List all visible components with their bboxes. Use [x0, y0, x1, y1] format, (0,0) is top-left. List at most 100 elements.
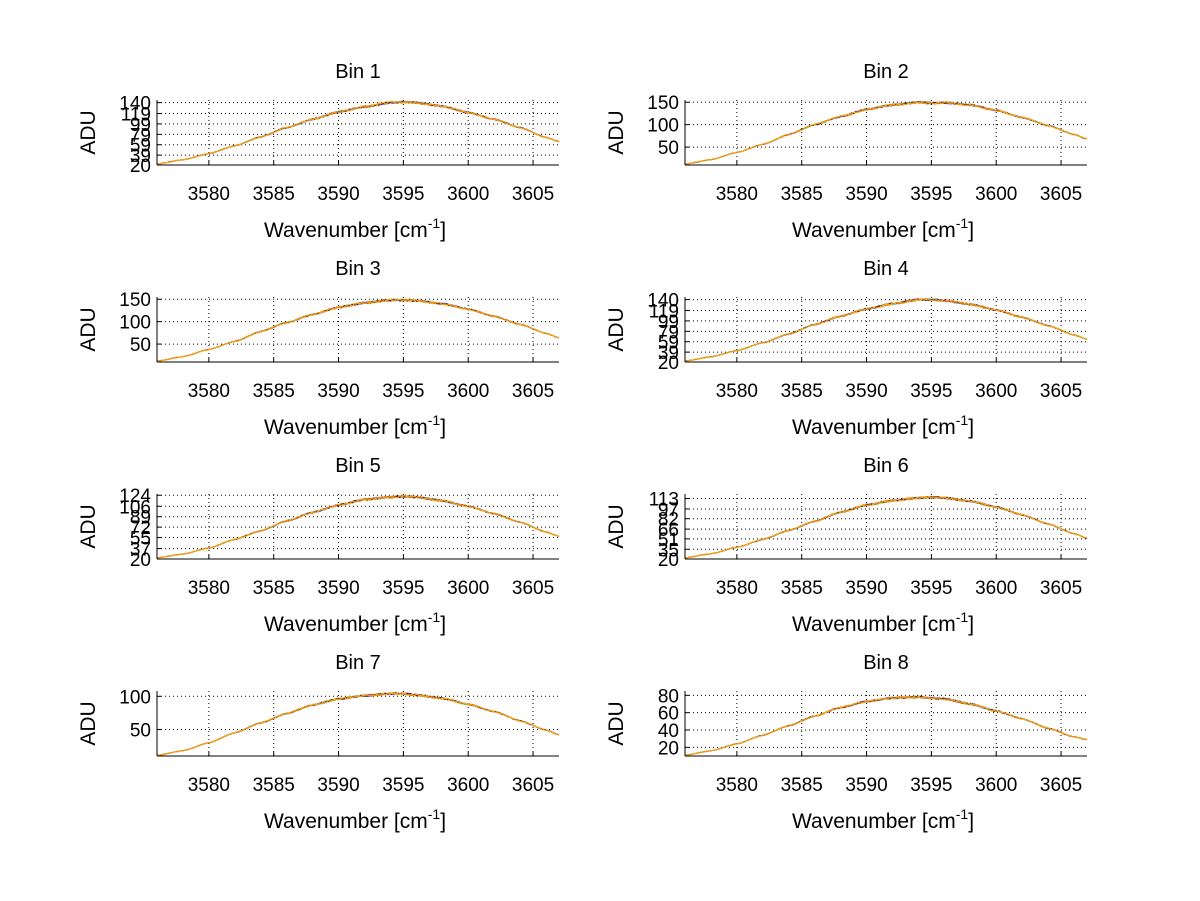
series-line-7	[684, 100, 1088, 165]
y-axis-label: ADU	[605, 307, 628, 351]
x-axis-label: Wavenumber [cm-1]	[792, 412, 974, 439]
x-tick-label: 3595	[382, 578, 424, 599]
x-tick-label: 3590	[845, 381, 887, 402]
series-line-7	[684, 495, 1088, 559]
y-tick-label: 79	[658, 322, 679, 343]
x-tick-label: 3605	[1040, 184, 1082, 205]
x-tick-label: 3605	[1040, 775, 1082, 796]
x-tick-label: 3600	[975, 775, 1017, 796]
y-tick-label: 89	[130, 508, 151, 529]
x-tick-label: 3590	[845, 775, 887, 796]
y-tick-label: 124	[119, 486, 151, 507]
y-tick-label: 140	[647, 291, 679, 312]
x-tick-label: 3580	[716, 775, 758, 796]
x-tick-label: 3585	[781, 184, 823, 205]
subplot-title: Bin 7	[335, 652, 381, 674]
y-tick-label: 66	[658, 520, 679, 541]
x-tick-label: 3605	[512, 381, 554, 402]
y-tick-label: 39	[130, 146, 151, 167]
x-tick-label: 3605	[512, 578, 554, 599]
x-tick-label: 3590	[317, 775, 359, 796]
y-tick-label: 50	[130, 720, 151, 741]
x-tick-label: 3595	[910, 381, 952, 402]
y-tick-label: 50	[658, 138, 679, 159]
y-tick-label: 35	[658, 540, 679, 561]
y-tick-label: 106	[119, 497, 151, 518]
y-tick-label: 79	[130, 125, 151, 146]
y-tick-label: 119	[649, 302, 679, 323]
y-tick-label: 59	[130, 136, 151, 157]
y-tick-label: 150	[647, 93, 679, 114]
subplot-title: Bin 4	[863, 258, 909, 280]
y-axis-label: ADU	[77, 701, 100, 745]
x-tick-label: 3585	[253, 578, 295, 599]
x-tick-label: 3605	[512, 184, 554, 205]
y-tick-label: 82	[658, 510, 679, 531]
x-tick-label: 3585	[781, 775, 823, 796]
x-tick-label: 3585	[253, 775, 295, 796]
x-tick-label: 3590	[845, 184, 887, 205]
x-axis-label: Wavenumber [cm-1]	[792, 609, 974, 636]
x-tick-label: 3590	[317, 184, 359, 205]
y-tick-label: 140	[119, 94, 151, 115]
y-tick-label: 113	[649, 490, 679, 511]
x-tick-label: 3600	[447, 184, 489, 205]
x-tick-label: 3590	[317, 381, 359, 402]
x-tick-label: 3600	[975, 578, 1017, 599]
y-axis-label: ADU	[77, 110, 100, 154]
x-axis-label: Wavenumber [cm-1]	[264, 806, 446, 833]
x-tick-label: 3600	[447, 578, 489, 599]
series-line-7	[684, 297, 1088, 362]
x-tick-label: 3600	[447, 775, 489, 796]
x-tick-label: 3580	[716, 184, 758, 205]
y-tick-label: 37	[130, 540, 151, 561]
x-tick-label: 3590	[845, 578, 887, 599]
y-tick-label: 40	[658, 721, 679, 742]
y-tick-label: 100	[119, 687, 151, 708]
x-tick-label: 3595	[910, 184, 952, 205]
x-tick-label: 3580	[188, 184, 230, 205]
x-tick-label: 3600	[447, 381, 489, 402]
x-tick-label: 3600	[975, 381, 1017, 402]
x-tick-label: 3605	[1040, 578, 1082, 599]
subplot-title: Bin 1	[335, 61, 381, 83]
y-tick-label: 39	[658, 343, 679, 364]
y-axis-label: ADU	[77, 504, 100, 548]
subplot-bin-5: Bin 5 3580 3585 3590 3595 3600 3605 20375572891…	[77, 455, 560, 636]
x-axis-label: Wavenumber [cm-1]	[792, 215, 974, 242]
x-tick-label: 3595	[382, 381, 424, 402]
x-tick-label: 3580	[716, 381, 758, 402]
y-tick-label: 60	[658, 704, 679, 725]
y-tick-label: 119	[121, 105, 151, 126]
x-tick-label: 3605	[512, 775, 554, 796]
y-axis-label: ADU	[605, 504, 628, 548]
x-tick-label: 3590	[317, 578, 359, 599]
subplot-title: Bin 5	[335, 455, 381, 477]
y-tick-label: 59	[658, 333, 679, 354]
y-tick-label: 51	[658, 530, 679, 551]
x-tick-label: 3585	[253, 381, 295, 402]
y-tick-label: 99	[658, 312, 679, 333]
y-tick-label: 99	[130, 115, 151, 136]
subplot-bin-1: Bin 1 3580 3585 3590 3595 3600 3605 20395979991…	[77, 61, 560, 242]
x-tick-label: 3605	[1040, 381, 1082, 402]
series-line-7	[156, 298, 560, 362]
x-tick-label: 3585	[253, 184, 295, 205]
series-line-7	[156, 494, 560, 559]
x-tick-label: 3595	[910, 775, 952, 796]
subplot-bin-4: Bin 4 3580 3585 3590 3595 3600 3605 20395979991…	[605, 258, 1088, 439]
x-tick-label: 3585	[781, 578, 823, 599]
series-line-7	[157, 691, 560, 756]
x-axis-label: Wavenumber [cm-1]	[264, 215, 446, 242]
x-tick-label: 3580	[188, 578, 230, 599]
subplot-title: Bin 6	[863, 455, 909, 477]
y-tick-label: 20	[130, 550, 151, 571]
y-axis-label: ADU	[605, 110, 628, 154]
y-axis-label: ADU	[605, 701, 628, 745]
x-tick-label: 3580	[188, 775, 230, 796]
subplot-title: Bin 2	[863, 61, 909, 83]
